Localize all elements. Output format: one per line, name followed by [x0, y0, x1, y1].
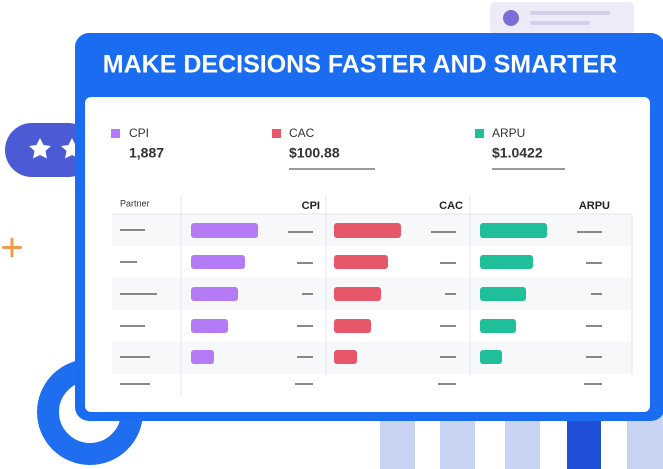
placeholder-bars: [191, 223, 547, 364]
metric-label: CAC: [289, 126, 315, 140]
legend-swatch: [111, 129, 120, 138]
column-header: Partner: [120, 198, 150, 208]
column-header: ARPU: [579, 200, 610, 212]
metric-value: 1,887: [129, 145, 164, 161]
title: MAKE DECISIONS FASTER AND SMARTER: [103, 51, 617, 79]
legend-swatch: [475, 129, 484, 138]
column-header: CAC: [439, 200, 463, 212]
metric-label: CPI: [129, 126, 149, 140]
panel: [85, 97, 650, 412]
column-header: CPI: [302, 200, 320, 212]
legend-swatch: [272, 129, 281, 138]
metric-value: $100.88: [289, 145, 340, 161]
placeholder-rows: [120, 229, 602, 385]
metric-label: ARPU: [492, 126, 525, 140]
metric-value: $1.0422: [492, 145, 543, 161]
